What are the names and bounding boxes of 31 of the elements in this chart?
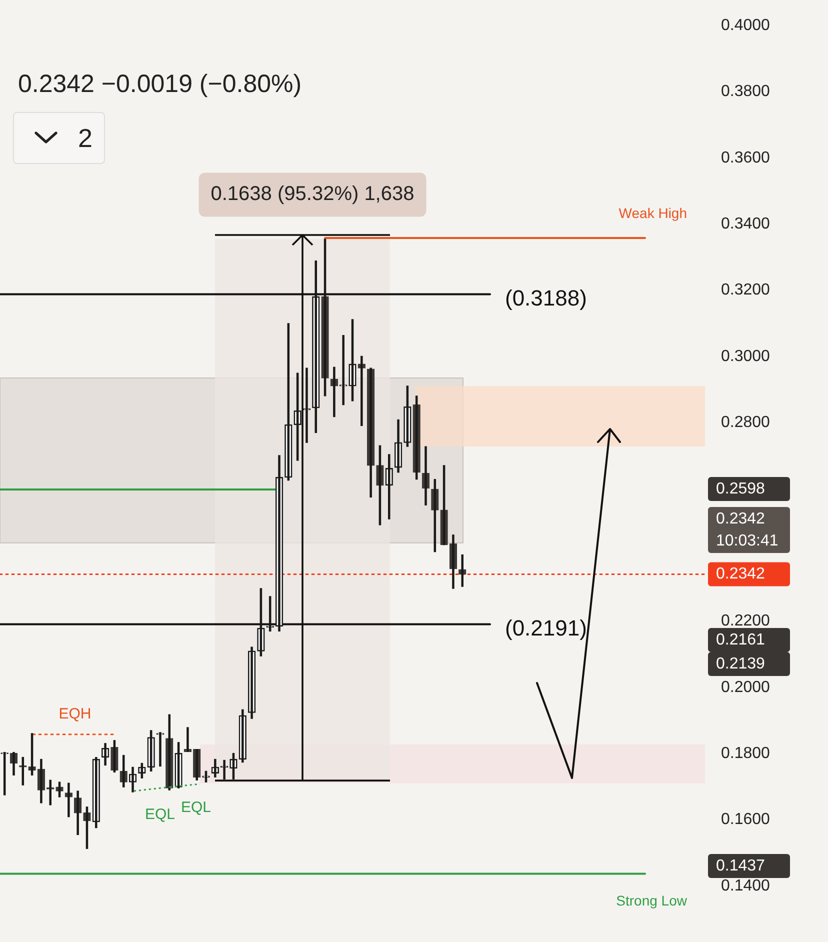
- text: 0.2139: [716, 655, 766, 672]
- y-tick-label: 0.3800: [721, 83, 770, 100]
- y-tick-label: 0.4000: [721, 17, 770, 34]
- y-tick-label: 0.2800: [721, 414, 770, 432]
- y-tick-label: 0.3600: [721, 149, 770, 166]
- text: 0.2342 −0.0019 (−0.80%): [18, 70, 302, 99]
- text: 0.2342: [716, 510, 766, 528]
- y-tick-label: 0.1600: [721, 811, 770, 828]
- candlestick: [156, 732, 164, 767]
- ref-line-label: Strong Low: [616, 892, 688, 909]
- y-tick-label: 0.2000: [721, 678, 770, 696]
- annotation: EQL: [180, 799, 212, 816]
- y-tick-label: 0.1400: [721, 877, 770, 894]
- ref-line-label: EQH: [58, 706, 92, 723]
- annotation: EQL: [144, 806, 176, 824]
- band-label: 0.1638 (95.32%) 1,638: [210, 183, 414, 206]
- interval-dropdown: 2: [13, 112, 105, 164]
- ref-line-label: Weak High: [618, 204, 687, 221]
- ref-line-label: (0.2191): [505, 615, 587, 640]
- text: 10:03:41: [716, 532, 778, 550]
- y-tick-label: 0.3200: [721, 282, 770, 299]
- text: 0.2161: [716, 631, 766, 648]
- text: 0.2598: [716, 480, 766, 498]
- y-tick-label: 0.3000: [721, 348, 770, 365]
- ref-line-label: (0.3188): [505, 285, 587, 310]
- y-tick-label: 0.3400: [721, 216, 770, 233]
- annotation: 2: [78, 122, 92, 154]
- y-tick-label: 0.1800: [721, 745, 770, 762]
- y-tick-label: 0.2200: [721, 612, 770, 630]
- ref-line-label: 0.2342: [716, 566, 766, 583]
- text: 0.1437: [716, 857, 766, 874]
